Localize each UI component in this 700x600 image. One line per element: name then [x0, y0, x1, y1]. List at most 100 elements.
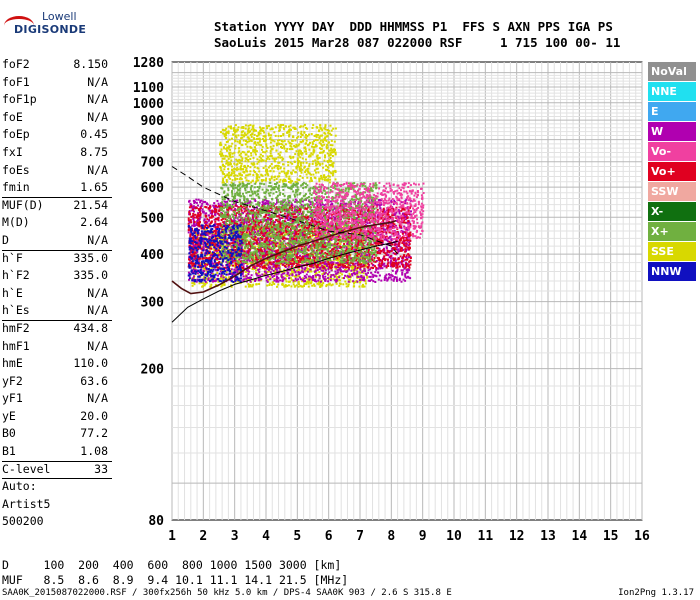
echo-point: [320, 174, 323, 177]
echo-point: [236, 174, 239, 177]
echo-point: [385, 277, 387, 280]
echo-point: [263, 140, 265, 142]
echo-point: [279, 218, 281, 221]
echo-point: [365, 203, 368, 206]
echo-point: [293, 269, 296, 271]
echo-point: [370, 271, 373, 274]
echo-point: [263, 250, 266, 253]
echo-point: [257, 229, 260, 232]
echo-point: [248, 278, 251, 281]
echo-point: [289, 157, 292, 159]
echo-point: [240, 134, 243, 137]
echo-point: [267, 210, 270, 213]
echo-point: [324, 262, 327, 265]
echo-point: [308, 278, 311, 281]
echo-point: [323, 127, 326, 130]
param-row: h`E N/A: [2, 285, 108, 303]
echo-point: [274, 258, 277, 261]
echo-point: [218, 244, 221, 247]
echo-point: [228, 276, 231, 279]
echo-point: [244, 285, 247, 288]
echo-point: [292, 135, 294, 138]
echo-point: [307, 246, 310, 249]
echo-point: [242, 127, 245, 130]
echo-point: [238, 215, 241, 218]
param-name: yF2: [2, 373, 23, 388]
echo-point: [233, 174, 236, 177]
echo-point: [280, 124, 283, 126]
echo-point: [279, 156, 282, 159]
separator-line: [2, 196, 112, 198]
echo-point: [229, 177, 232, 180]
param-row: D N/A: [2, 232, 108, 250]
echo-point: [259, 126, 261, 129]
echo-point: [312, 238, 315, 241]
echo-point: [247, 276, 249, 279]
echo-point: [273, 283, 276, 285]
echo-point: [190, 204, 193, 206]
echo-point: [366, 254, 369, 257]
echo-point: [288, 141, 291, 144]
echo-point: [230, 181, 233, 184]
echo-point: [260, 128, 263, 131]
echo-point: [376, 203, 379, 206]
echo-point: [260, 157, 263, 160]
echo-point: [282, 179, 284, 182]
echo-point: [223, 168, 226, 171]
echo-point: [322, 176, 325, 178]
echo-point: [303, 131, 306, 134]
echo-point: [227, 198, 230, 201]
echo-point: [308, 245, 311, 248]
echo-point: [249, 277, 252, 279]
echo-point: [232, 259, 235, 262]
echo-point: [281, 282, 284, 285]
echo-point: [329, 124, 332, 127]
echo-point: [294, 280, 297, 283]
echo-point: [329, 144, 332, 147]
echo-point: [310, 152, 313, 155]
param-value: 33: [94, 461, 108, 476]
echo-point: [256, 158, 259, 161]
echo-point: [310, 173, 313, 176]
echo-point: [330, 139, 333, 142]
echo-point: [224, 143, 227, 146]
echo-point: [338, 260, 341, 263]
echo-point: [260, 144, 263, 147]
echo-point: [267, 269, 270, 272]
echo-point: [298, 149, 301, 152]
echo-point: [251, 133, 254, 136]
param-value: 1.08: [80, 444, 108, 459]
echo-point: [377, 278, 380, 281]
echo-point: [318, 257, 321, 260]
echo-point: [282, 133, 285, 135]
echo-point: [300, 130, 303, 133]
echo-point: [290, 203, 293, 206]
echo-point: [306, 135, 309, 137]
echo-point: [195, 198, 198, 201]
echo-point: [358, 277, 361, 280]
echo-point: [270, 256, 272, 259]
echo-point: [286, 272, 289, 275]
echo-point: [294, 153, 297, 156]
echo-point: [259, 279, 262, 282]
echo-point: [247, 136, 250, 139]
echo-point: [271, 263, 274, 266]
echo-point: [255, 180, 258, 183]
header-values: SaoLuis 2015 Mar28 087 022000 RSF 1 715 …: [214, 35, 621, 50]
logo-lowell: Lowell: [42, 10, 77, 23]
echo-point: [389, 225, 392, 228]
echo-point: [201, 208, 204, 211]
echo-point: [297, 251, 299, 254]
echo-point: [320, 127, 323, 130]
echo-point: [315, 135, 318, 138]
echo-point: [225, 271, 228, 274]
echo-point: [375, 268, 378, 271]
echo-point: [312, 279, 314, 281]
echo-point: [278, 161, 281, 164]
echo-point: [224, 251, 227, 253]
echo-point: [269, 271, 272, 274]
echo-point: [351, 274, 354, 277]
echo-point: [227, 176, 230, 179]
echo-point: [278, 213, 281, 216]
echo-point: [217, 247, 220, 250]
